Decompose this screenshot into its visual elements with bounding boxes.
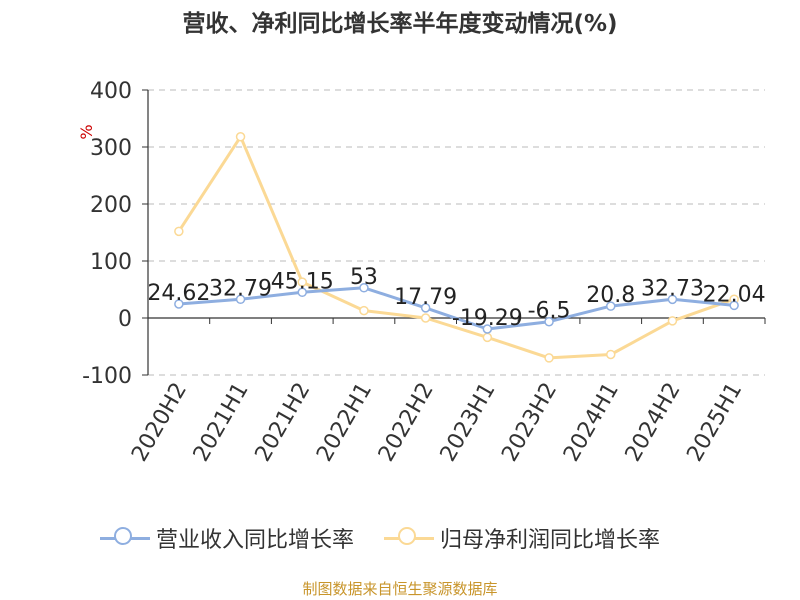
- data-label-revenue: 20.8: [586, 283, 635, 308]
- point-profit: [235, 131, 246, 142]
- data-label-revenue: 24.62: [147, 281, 210, 306]
- point-revenue: [667, 294, 678, 305]
- source-note: 制图数据来自恒生聚源数据库: [302, 580, 498, 598]
- legend-swatch-profit: [384, 526, 435, 550]
- point-revenue: [174, 299, 184, 309]
- point-profit: [544, 353, 554, 363]
- legend: 营业收入同比增长率 归母净利润同比增长率: [100, 520, 690, 556]
- point-revenue: [420, 303, 431, 313]
- x-tick-label: 2024H1: [559, 379, 624, 466]
- y-tick-label: -100: [82, 364, 132, 389]
- chart-title: 营收、净利同比增长率半年度变动情况(%): [182, 11, 618, 37]
- point-revenue: [729, 300, 739, 311]
- y-axis-unit: %: [77, 124, 96, 139]
- point-revenue: [359, 283, 369, 293]
- y-tick-label: 200: [90, 193, 132, 218]
- legend-item-revenue[interactable]: 营业收入同比增长率: [100, 522, 354, 554]
- y-tick-label: 0: [118, 307, 132, 332]
- legend-label-revenue: 营业收入同比增长率: [156, 528, 355, 553]
- point-revenue: [482, 324, 493, 334]
- point-profit: [667, 316, 678, 326]
- data-label-revenue: 22.04: [703, 282, 766, 307]
- x-tick-label: 2020H2: [127, 379, 192, 466]
- data-label-revenue: 17.79: [394, 285, 457, 310]
- point-revenue: [297, 287, 307, 298]
- series-line-revenue: [178, 286, 735, 331]
- data-label-revenue: -19.29: [452, 306, 523, 331]
- y-tick-label: 400: [90, 79, 132, 104]
- point-profit: [297, 277, 307, 287]
- x-tick-label: 2022H2: [374, 379, 439, 466]
- y-tick-label: 100: [90, 250, 132, 275]
- x-tick-label: 2023H2: [497, 379, 562, 466]
- data-label-revenue: 32.79: [209, 276, 272, 301]
- series-line-profit: [177, 135, 735, 360]
- x-tick-label: 2021H2: [251, 379, 316, 466]
- y-tick-label: 300: [90, 136, 132, 161]
- x-tick-label: 2023H1: [436, 378, 501, 465]
- data-label-revenue: 32.73: [641, 276, 704, 301]
- point-profit: [606, 349, 616, 360]
- data-label-revenue: 45.15: [271, 269, 334, 294]
- legend-label-profit: 归母净利润同比增长率: [440, 528, 661, 553]
- point-revenue: [544, 316, 554, 327]
- x-tick-label: 2025H1: [682, 379, 747, 466]
- point-revenue: [235, 294, 246, 305]
- data-label-revenue: 53: [350, 265, 378, 290]
- point-profit: [359, 305, 369, 316]
- x-tick-label: 2021H1: [189, 379, 254, 466]
- legend-item-profit[interactable]: 归母净利润同比增长率: [384, 522, 660, 554]
- point-revenue: [606, 301, 616, 311]
- point-profit: [420, 313, 431, 323]
- x-tick-label: 2024H2: [621, 379, 686, 466]
- legend-swatch-revenue: [100, 526, 150, 550]
- point-profit: [174, 226, 184, 237]
- data-label-revenue: -6.5: [528, 299, 571, 324]
- point-profit: [482, 332, 493, 343]
- x-tick-label: 2022H1: [312, 379, 377, 466]
